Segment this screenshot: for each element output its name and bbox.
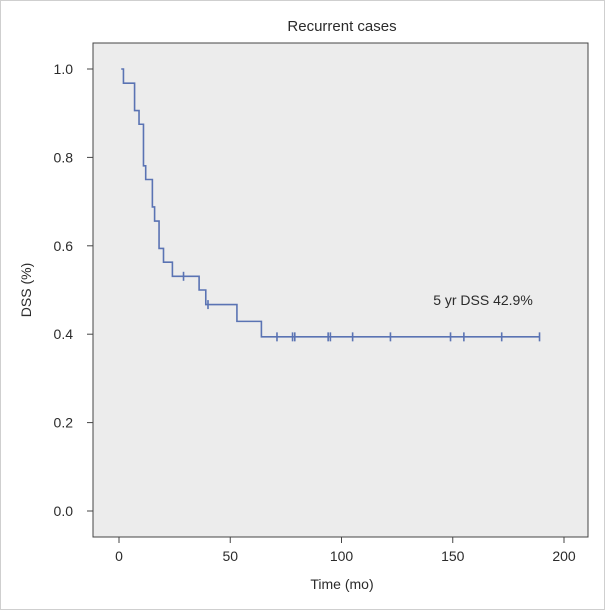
survival-curve-line bbox=[121, 68, 540, 338]
x-tick-label: 0 bbox=[115, 548, 123, 564]
y-tick-label: 0.8 bbox=[54, 149, 74, 165]
y-axis-label: DSS (%) bbox=[18, 263, 34, 317]
y-tick-label: 0.4 bbox=[54, 326, 74, 342]
x-tick-label: 150 bbox=[441, 548, 465, 564]
x-axis: 0 50 100 150 200 bbox=[115, 537, 576, 564]
five-year-dss-annotation: 5 yr DSS 42.9% bbox=[433, 292, 533, 308]
censor-marks bbox=[182, 271, 541, 342]
x-tick-label: 100 bbox=[330, 548, 354, 564]
y-tick-label: 0.6 bbox=[54, 238, 74, 254]
y-tick-label: 0.0 bbox=[54, 503, 74, 519]
chart-title: Recurrent cases bbox=[287, 18, 396, 35]
y-tick-label: 0.2 bbox=[54, 415, 74, 431]
y-axis: 0.0 0.2 0.4 0.6 0.8 1.0 bbox=[54, 61, 93, 519]
plot-area bbox=[92, 42, 589, 538]
y-tick-label: 1.0 bbox=[54, 61, 74, 77]
x-axis-label: Time (mo) bbox=[310, 576, 373, 592]
x-tick-label: 50 bbox=[222, 548, 238, 564]
x-tick-label: 200 bbox=[552, 548, 576, 564]
